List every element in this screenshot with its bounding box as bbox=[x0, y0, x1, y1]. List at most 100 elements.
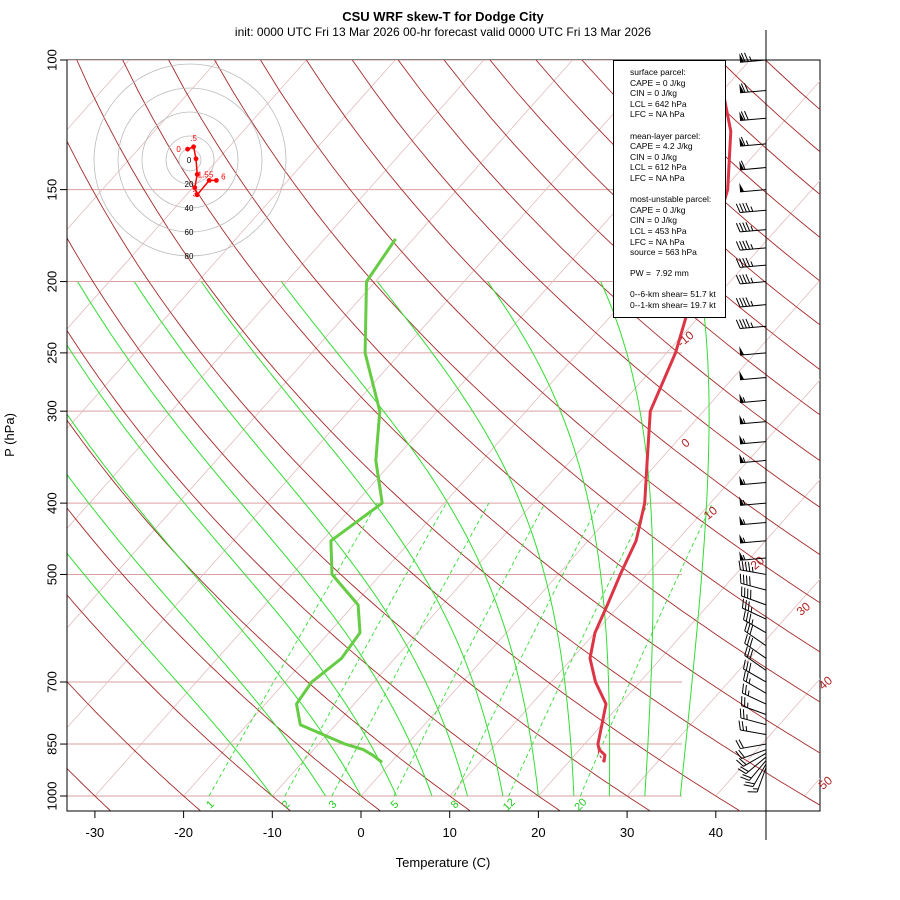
hodograph-point bbox=[194, 192, 200, 198]
most-unstable-source: source = 563 hPa bbox=[630, 247, 697, 258]
most-unstable-cin: CIN = 0 J/kg bbox=[630, 215, 678, 226]
barb-full bbox=[746, 575, 748, 585]
barb-full bbox=[744, 110, 749, 121]
barb-pennant bbox=[739, 393, 745, 403]
mixing-ratio-line bbox=[393, 502, 546, 797]
wind-barb bbox=[739, 346, 767, 356]
barb-staff bbox=[748, 760, 767, 781]
barb-full bbox=[745, 297, 751, 307]
barb-staff bbox=[740, 459, 767, 464]
wind-barb bbox=[735, 240, 767, 251]
barb-half bbox=[751, 619, 754, 625]
surface-parcel-heading: surface parcel: bbox=[630, 67, 686, 77]
mixing-ratio-line bbox=[331, 502, 490, 797]
barb-half bbox=[742, 519, 746, 525]
hodograph-ring-label: 20 bbox=[185, 180, 194, 189]
barb-full bbox=[735, 750, 742, 759]
moist-adiabat bbox=[679, 281, 710, 797]
barb-full bbox=[745, 661, 749, 671]
most-unstable-lfc: LFC = NA hPa bbox=[630, 236, 685, 247]
dry-adiabat bbox=[719, 60, 820, 153]
mixing-ratio-label: 2 bbox=[280, 798, 293, 811]
barb-pennant bbox=[739, 534, 745, 543]
moist-adiabat bbox=[67, 552, 273, 797]
barb-staff bbox=[740, 421, 767, 425]
moist-adiabat bbox=[600, 281, 654, 797]
y-tick-label: 150 bbox=[45, 179, 60, 201]
wind-barb bbox=[739, 160, 767, 171]
barb-staff bbox=[740, 729, 767, 736]
wind-barb bbox=[739, 534, 767, 544]
barb-full bbox=[744, 646, 748, 656]
hodograph-ring-label: 60 bbox=[185, 228, 194, 237]
barb-full bbox=[744, 684, 747, 695]
mean-layer-cin: CIN = 0 J/kg bbox=[630, 151, 678, 162]
hodograph-point bbox=[193, 156, 199, 162]
y-axis-label: P (hPa) bbox=[2, 413, 17, 457]
moist-adiabat bbox=[133, 281, 468, 797]
barb-pennant bbox=[739, 182, 745, 192]
hodograph-ring-label: 80 bbox=[185, 252, 194, 261]
barb-half bbox=[750, 300, 754, 307]
barb-full bbox=[749, 649, 754, 660]
barb-full bbox=[749, 625, 754, 635]
dry-adiabat bbox=[306, 60, 820, 556]
moist-adiabat bbox=[67, 344, 397, 797]
barb-half bbox=[742, 537, 746, 543]
barb-full bbox=[738, 739, 744, 749]
barb-full bbox=[748, 613, 752, 624]
moist-adiabat bbox=[487, 281, 611, 796]
moist-adiabat bbox=[376, 281, 575, 797]
barb-full bbox=[742, 709, 745, 719]
barb-staff bbox=[740, 717, 767, 726]
hodograph-point bbox=[214, 178, 219, 183]
barb-full bbox=[742, 257, 747, 268]
barb-full bbox=[735, 222, 741, 233]
barb-full bbox=[744, 83, 749, 93]
dry-adiabat bbox=[122, 60, 820, 754]
dry-adiabat bbox=[76, 60, 820, 806]
dry-adiabat bbox=[351, 60, 820, 508]
barb-staff bbox=[741, 749, 767, 760]
hodograph-ring bbox=[165, 135, 215, 185]
most-unstable-parcel-heading: most-unstable parcel: bbox=[630, 194, 712, 205]
wind-barb bbox=[739, 110, 767, 122]
isotherm-lines bbox=[67, 60, 820, 797]
isotherm-label: 40 bbox=[816, 673, 835, 693]
hodograph-point-label: 5 bbox=[209, 170, 214, 179]
isotherm-line bbox=[67, 60, 219, 230]
barb-staff bbox=[740, 264, 767, 268]
hodograph-point bbox=[185, 146, 191, 152]
barb-staff bbox=[740, 247, 767, 251]
mixing-ratio-line bbox=[453, 502, 600, 797]
barb-staff bbox=[740, 569, 767, 575]
dewpoint-profile bbox=[295, 238, 397, 764]
y-tick-label: 300 bbox=[45, 400, 60, 422]
wind-barb bbox=[739, 83, 767, 94]
barb-full bbox=[745, 222, 751, 232]
barb-full bbox=[741, 683, 745, 694]
barb-staff bbox=[740, 481, 767, 486]
barb-full bbox=[735, 319, 741, 329]
wind-barb bbox=[739, 182, 767, 193]
wind-barb bbox=[739, 496, 767, 506]
barb-full bbox=[742, 670, 746, 681]
hodograph-point bbox=[206, 178, 212, 183]
most-unstable-lcl: LCL = 453 hPa bbox=[630, 225, 687, 236]
shear-0-6km: 0--6-km shear= 51.7 kt bbox=[630, 289, 716, 300]
barb-half bbox=[750, 225, 754, 231]
moist-adiabat bbox=[200, 281, 504, 797]
hodograph-ring bbox=[93, 63, 287, 257]
barb-full bbox=[745, 672, 749, 682]
wind-barb bbox=[735, 222, 767, 233]
barb-staff bbox=[743, 619, 767, 634]
barb-full bbox=[744, 621, 748, 631]
x-tick-label: 30 bbox=[620, 825, 634, 840]
barb-pennant bbox=[739, 551, 745, 561]
barb-full bbox=[749, 637, 754, 648]
barb-full bbox=[738, 758, 747, 766]
barb-full bbox=[745, 202, 751, 212]
barb-full bbox=[742, 774, 752, 779]
isotherm-line bbox=[449, 379, 820, 797]
